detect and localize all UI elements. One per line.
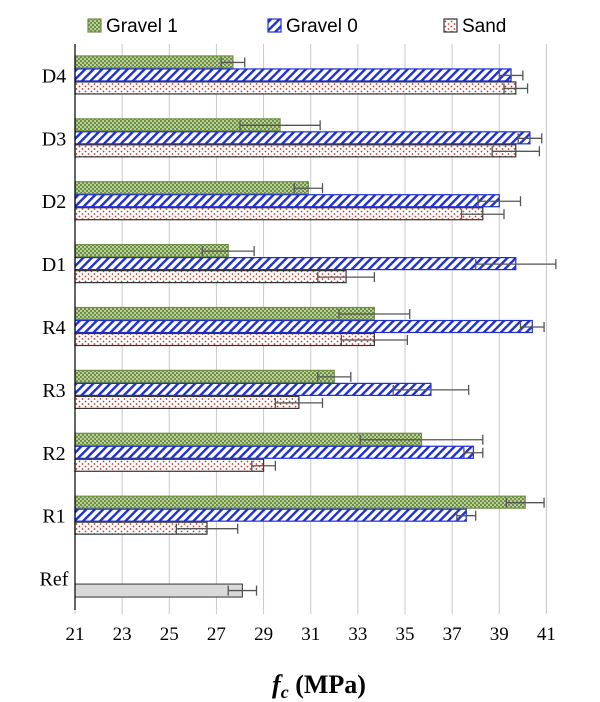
bar-ref xyxy=(74,583,243,598)
bar-gravel-0 xyxy=(74,257,517,271)
x-tick-labels: 21 23 25 27 29 31 33 35 37 39 41 xyxy=(66,624,556,645)
category-label: D1 xyxy=(42,254,66,276)
x-tick-label: 25 xyxy=(160,624,179,645)
x-axis-label-unit: (MPa) xyxy=(289,670,366,699)
legend-label: Gravel 1 xyxy=(106,16,178,37)
x-axis-label-main: f xyxy=(272,670,283,699)
category-label: Ref xyxy=(40,569,69,591)
x-tick-label: 35 xyxy=(396,624,415,645)
x-tick-label: 29 xyxy=(254,624,273,645)
bars xyxy=(74,55,557,598)
legend-label: Gravel 0 xyxy=(286,16,358,37)
bar-gravel-0 xyxy=(74,508,467,522)
bar-sand xyxy=(74,144,517,158)
category-label: D3 xyxy=(42,128,66,150)
bar-gravel-1 xyxy=(74,55,234,69)
bar-gravel-1 xyxy=(74,181,309,195)
bar-gravel-0 xyxy=(74,131,531,145)
bar-sand xyxy=(74,395,300,409)
x-tick-label: 37 xyxy=(443,624,462,645)
bar-gravel-0 xyxy=(74,319,533,334)
x-axis-label-sub: c xyxy=(281,682,289,702)
category-label: R4 xyxy=(42,317,65,339)
category-label: D2 xyxy=(42,191,66,213)
x-tick-label: 21 xyxy=(66,624,85,645)
bar-sand xyxy=(74,458,265,472)
bar-gravel-1 xyxy=(74,369,335,383)
x-axis-label: fc (MPa) xyxy=(272,670,366,702)
x-tick-label: 33 xyxy=(348,624,367,645)
bar-gravel-1 xyxy=(74,495,526,509)
bar-sand xyxy=(74,207,484,221)
bar-sand xyxy=(74,81,517,95)
legend-label: Sand xyxy=(462,16,506,37)
category-label: R3 xyxy=(42,380,65,402)
category-label: D4 xyxy=(42,65,66,87)
x-tick-label: 31 xyxy=(301,624,320,645)
bar-sand xyxy=(74,332,375,347)
bar-gravel-0 xyxy=(74,445,474,459)
x-tick-label: 23 xyxy=(113,624,132,645)
category-label: R2 xyxy=(42,443,65,465)
legend: Gravel 1 Gravel 0 Sand xyxy=(87,16,506,37)
x-tick-label: 39 xyxy=(490,624,509,645)
category-labels: D4 D3 D2 D1 R4 R3 R2 R1 Ref xyxy=(40,65,69,590)
bar-gravel-0 xyxy=(74,382,432,396)
bar-gravel-1 xyxy=(74,306,375,321)
legend-swatch xyxy=(267,18,282,33)
x-tick-label: 41 xyxy=(537,624,556,645)
bar-sand xyxy=(74,270,347,284)
legend-swatch xyxy=(443,18,458,33)
bar-gravel-0 xyxy=(74,194,500,208)
x-tick-label: 27 xyxy=(207,624,226,645)
bar-gravel-0 xyxy=(74,68,512,82)
category-label: R1 xyxy=(42,506,65,528)
legend-swatch xyxy=(87,18,102,33)
